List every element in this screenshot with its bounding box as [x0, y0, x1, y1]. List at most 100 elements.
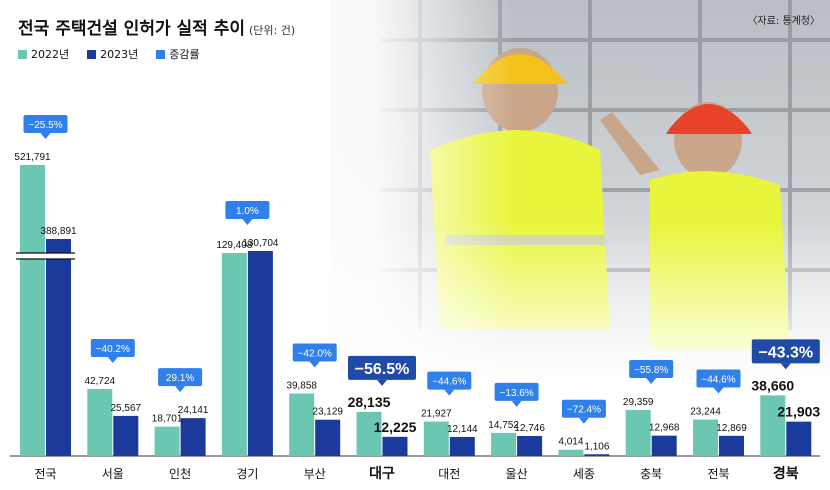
change-badge-4: [292, 343, 337, 362]
bar-2023-5: [382, 436, 408, 456]
category-label-7: 울산: [506, 467, 528, 481]
legend-swatch-change: [156, 49, 166, 59]
value-label-2022-0: 521,791: [14, 152, 51, 163]
legend-label-2023: 2023년: [100, 48, 139, 61]
change-label-9: −55.8%: [634, 365, 668, 376]
bar-2022-2: [154, 426, 180, 456]
value-label-2023-2: 24,141: [178, 405, 209, 416]
unit-label: (단위: 건): [249, 24, 296, 37]
value-label-2023-5: 12,225: [374, 419, 417, 435]
value-label-2023-6: 12,144: [447, 424, 478, 435]
value-label-2023-11: 21,903: [777, 404, 820, 420]
value-label-2022-5: 28,135: [348, 394, 391, 410]
bar-2022-11: [760, 395, 786, 456]
change-badge-11: [751, 339, 820, 364]
value-label-2022-2: 18,701: [152, 414, 183, 425]
value-label-2023-10: 12,869: [716, 423, 747, 434]
change-badge-pointer-8: [578, 417, 589, 424]
category-label-2: 인천: [169, 466, 191, 481]
value-label-2022-4: 39,858: [286, 380, 317, 391]
bar-2022-10: [693, 419, 718, 456]
value-label-2022-11: 38,660: [751, 377, 794, 393]
change-badge-8: [561, 399, 606, 418]
legend-swatch-2022: [18, 49, 27, 59]
chart-title-text: 전국 주택건설 인허가 실적 추이: [18, 19, 245, 39]
value-label-2023-4: 23,129: [312, 407, 343, 418]
category-label-4: 부산: [304, 467, 326, 481]
bar-2023-6: [449, 436, 475, 456]
change-badge-6: [427, 371, 472, 390]
change-badge-pointer-3: [242, 219, 253, 225]
bar-2022-7: [491, 432, 517, 456]
category-label-10: 전북: [707, 467, 729, 481]
change-badge-pointer-2: [175, 386, 186, 393]
bar-2022-4: [289, 393, 315, 456]
bar-2023-1: [113, 415, 139, 456]
bar-2022-0: [20, 165, 45, 456]
change-label-10: −44.6%: [701, 375, 735, 386]
category-label-5: 대구: [369, 466, 395, 482]
change-label-2: 29.1%: [166, 373, 194, 384]
value-label-2022-8: 4,014: [558, 437, 583, 448]
legend-label-change: 증감률: [169, 48, 200, 61]
change-badge-pointer-9: [646, 377, 657, 384]
change-badge-pointer-6: [444, 389, 455, 396]
change-label-6: −44.6%: [432, 377, 466, 388]
legend-item-change: 증감률: [152, 44, 204, 64]
change-label-8: −72.4%: [567, 405, 601, 416]
change-label-7: −13.6%: [499, 388, 533, 399]
value-label-2022-10: 23,244: [690, 407, 721, 418]
legend-swatch-2023: [87, 49, 97, 59]
change-label-3: 1.0%: [236, 206, 259, 217]
value-label-2023-0: 388,891: [40, 226, 77, 237]
bar-2023-9: [651, 435, 677, 456]
bar-2023-10: [719, 435, 744, 456]
change-label-11: −43.3%: [758, 344, 813, 361]
legend: 2022년 2023년 증감률: [14, 44, 204, 64]
value-label-2022-7: 14,752: [488, 420, 519, 431]
bar-2023-11: [786, 421, 812, 456]
change-badge-5: [348, 355, 416, 380]
change-badge-1: [90, 338, 135, 357]
bar-2022-5: [356, 411, 382, 456]
bar-2023-3: [247, 251, 273, 456]
bar-2023-7: [517, 436, 543, 456]
category-label-9: 충북: [640, 467, 662, 481]
value-label-2022-3: 129,408: [216, 240, 253, 251]
change-badge-pointer-11: [780, 363, 791, 370]
change-badge-pointer-1: [107, 356, 118, 363]
category-label-11: 경북: [773, 465, 799, 482]
value-label-2023-7: 12,746: [514, 423, 545, 434]
bar-2023-8: [584, 454, 610, 456]
value-label-2023-8: 1,106: [584, 441, 609, 452]
bar-2023-2: [180, 418, 206, 456]
value-label-2023-9: 12,968: [649, 423, 680, 434]
category-label-8: 세종: [573, 467, 595, 481]
chart-title: 전국 주택건설 인허가 실적 추이 (단위: 건): [18, 14, 295, 39]
value-label-2023-1: 25,567: [111, 403, 142, 414]
bar-2023-4: [315, 419, 341, 456]
change-badge-pointer-4: [309, 361, 320, 368]
category-label-0: 전국: [34, 467, 56, 481]
change-label-1: −40.2%: [96, 344, 130, 355]
bar-2022-1: [87, 388, 113, 456]
bar-2022-9: [625, 409, 651, 456]
change-badge-3: [225, 201, 270, 219]
bar-2022-8: [558, 449, 584, 456]
category-label-3: 경기: [236, 467, 258, 481]
bar-2023-0: [46, 239, 71, 456]
bar-2022-6: [423, 421, 449, 456]
change-badge-2: [158, 368, 203, 387]
legend-item-2023: 2023년: [83, 44, 143, 64]
change-label-5: −56.5%: [355, 361, 410, 378]
change-label-4: −42.0%: [298, 348, 332, 359]
change-badge-pointer-10: [713, 387, 724, 394]
value-label-2022-9: 29,359: [623, 397, 654, 408]
value-label-2022-6: 21,927: [421, 409, 452, 420]
value-label-2023-3: 130,704: [242, 238, 279, 249]
change-badge-9: [629, 359, 674, 378]
legend-label-2022: 2022년: [31, 48, 70, 61]
legend-item-2022: 2022년: [14, 44, 74, 64]
